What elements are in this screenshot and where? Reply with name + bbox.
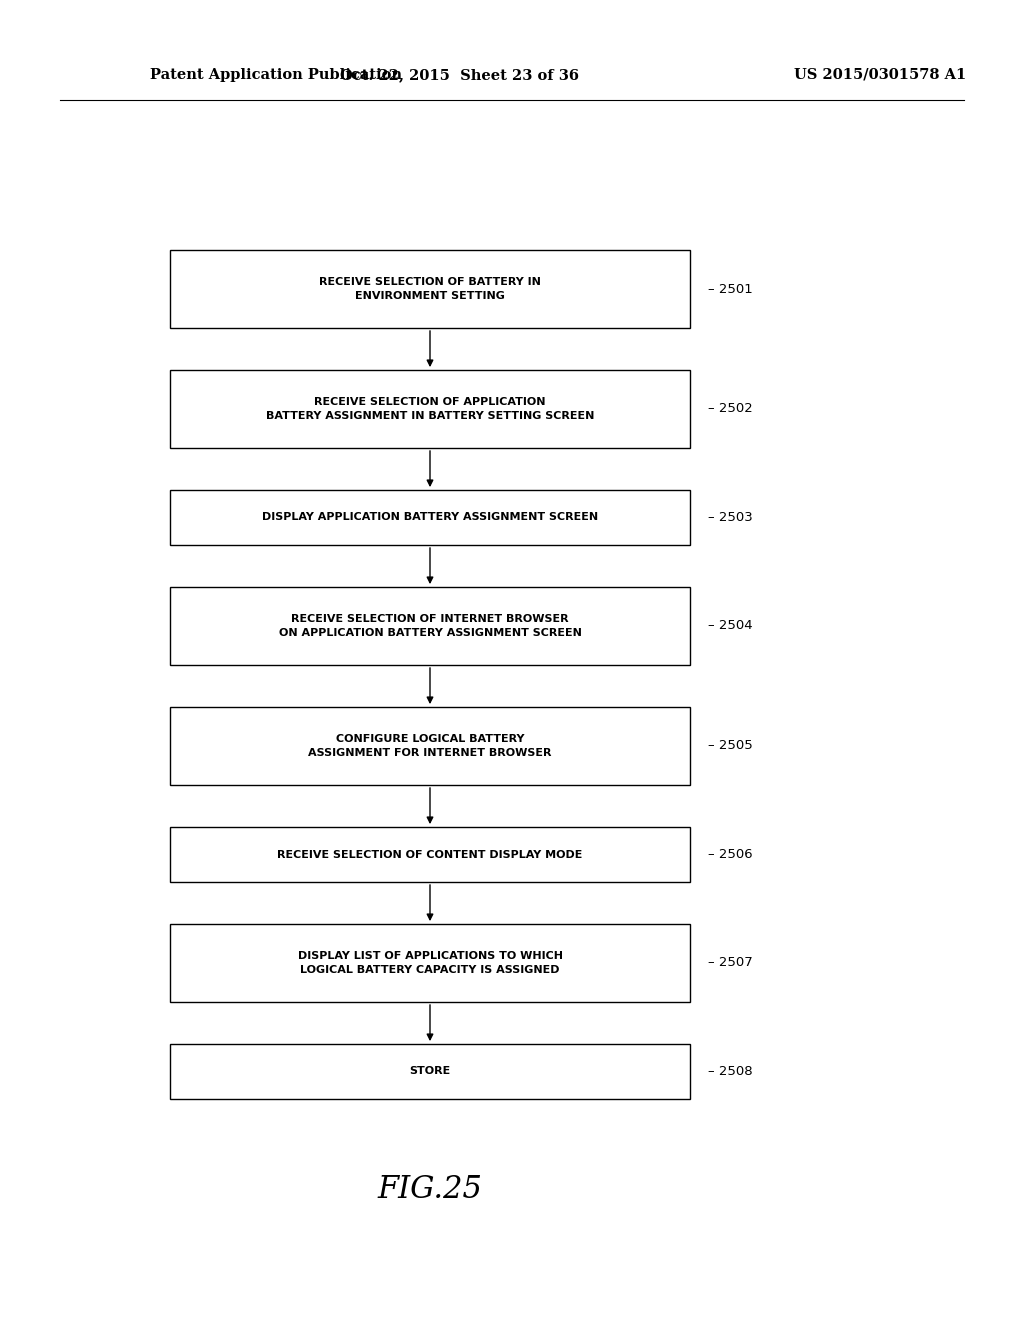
Text: Patent Application Publication: Patent Application Publication — [150, 69, 402, 82]
FancyBboxPatch shape — [170, 490, 690, 545]
Text: – 2504: – 2504 — [708, 619, 753, 632]
Text: DISPLAY APPLICATION BATTERY ASSIGNMENT SCREEN: DISPLAY APPLICATION BATTERY ASSIGNMENT S… — [262, 512, 598, 523]
FancyBboxPatch shape — [170, 924, 690, 1002]
Text: – 2503: – 2503 — [708, 511, 753, 524]
Text: RECEIVE SELECTION OF CONTENT DISPLAY MODE: RECEIVE SELECTION OF CONTENT DISPLAY MOD… — [278, 850, 583, 859]
Text: – 2505: – 2505 — [708, 739, 753, 752]
FancyBboxPatch shape — [170, 708, 690, 785]
Text: STORE: STORE — [410, 1067, 451, 1077]
FancyBboxPatch shape — [170, 828, 690, 882]
Text: RECEIVE SELECTION OF INTERNET BROWSER
ON APPLICATION BATTERY ASSIGNMENT SCREEN: RECEIVE SELECTION OF INTERNET BROWSER ON… — [279, 614, 582, 638]
Text: – 2506: – 2506 — [708, 847, 753, 861]
FancyBboxPatch shape — [170, 249, 690, 327]
Text: RECEIVE SELECTION OF BATTERY IN
ENVIRONMENT SETTING: RECEIVE SELECTION OF BATTERY IN ENVIRONM… — [319, 277, 541, 301]
Text: CONFIGURE LOGICAL BATTERY
ASSIGNMENT FOR INTERNET BROWSER: CONFIGURE LOGICAL BATTERY ASSIGNMENT FOR… — [308, 734, 552, 758]
FancyBboxPatch shape — [170, 587, 690, 665]
FancyBboxPatch shape — [170, 1044, 690, 1100]
Text: – 2501: – 2501 — [708, 282, 753, 296]
Text: – 2502: – 2502 — [708, 403, 753, 416]
Text: – 2508: – 2508 — [708, 1065, 753, 1078]
Text: – 2507: – 2507 — [708, 957, 753, 969]
Text: US 2015/0301578 A1: US 2015/0301578 A1 — [794, 69, 966, 82]
Text: FIG.25: FIG.25 — [378, 1173, 482, 1204]
Text: RECEIVE SELECTION OF APPLICATION
BATTERY ASSIGNMENT IN BATTERY SETTING SCREEN: RECEIVE SELECTION OF APPLICATION BATTERY… — [266, 397, 594, 421]
FancyBboxPatch shape — [170, 370, 690, 447]
Text: DISPLAY LIST OF APPLICATIONS TO WHICH
LOGICAL BATTERY CAPACITY IS ASSIGNED: DISPLAY LIST OF APPLICATIONS TO WHICH LO… — [298, 950, 562, 975]
Text: Oct. 22, 2015  Sheet 23 of 36: Oct. 22, 2015 Sheet 23 of 36 — [341, 69, 580, 82]
